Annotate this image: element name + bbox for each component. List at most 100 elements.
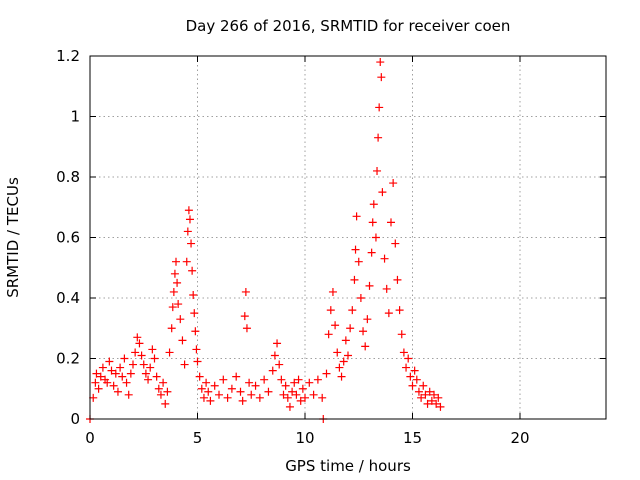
data-point	[139, 360, 148, 369]
data-point	[378, 188, 387, 197]
data-point	[178, 336, 187, 345]
data-point	[105, 357, 114, 366]
data-point	[339, 357, 348, 366]
data-point	[245, 378, 254, 387]
data-point	[260, 375, 269, 384]
data-point	[361, 342, 370, 351]
data-point	[419, 381, 428, 390]
data-point	[421, 390, 430, 399]
data-point	[238, 396, 247, 405]
data-point	[168, 303, 177, 312]
data-point	[180, 360, 189, 369]
data-point	[169, 287, 178, 296]
data-point	[210, 381, 219, 390]
data-point	[183, 227, 192, 236]
data-point	[292, 390, 301, 399]
data-point	[277, 375, 286, 384]
data-point	[152, 372, 161, 381]
data-point	[377, 73, 386, 82]
data-point	[197, 384, 206, 393]
x-axis-label: GPS time / hours	[285, 457, 411, 475]
y-tick-labels: 0 0.2 0.4 0.6 0.8 1 1.2	[56, 47, 80, 428]
data-point	[410, 366, 419, 375]
data-point	[430, 390, 438, 399]
data-point	[204, 387, 213, 396]
data-point	[387, 218, 395, 227]
data-point	[182, 257, 191, 266]
data-point	[103, 378, 112, 387]
data-point	[335, 363, 344, 372]
data-point	[167, 324, 176, 333]
data-point	[382, 284, 391, 293]
data-point	[375, 103, 384, 112]
data-point	[436, 402, 445, 411]
data-point	[298, 384, 307, 393]
x-tick-label: 15	[403, 429, 422, 447]
data-point	[275, 360, 284, 369]
data-point	[98, 363, 107, 372]
data-point	[94, 384, 103, 393]
data-point	[191, 327, 200, 336]
data-point	[279, 390, 288, 399]
data-point	[193, 357, 202, 366]
data-point	[150, 354, 159, 363]
data-point	[425, 387, 434, 396]
data-point	[219, 375, 228, 384]
data-point	[412, 375, 421, 384]
data-point	[118, 372, 127, 381]
y-tick-label: 0.8	[56, 168, 80, 186]
data-point	[423, 399, 432, 408]
y-tick-label: 0.4	[56, 289, 80, 307]
data-point	[199, 393, 208, 402]
data-point	[406, 372, 415, 381]
data-point	[296, 396, 305, 405]
data-point	[270, 351, 279, 360]
data-point	[294, 375, 303, 384]
data-point	[163, 387, 172, 396]
y-tick-label: 0.6	[56, 229, 80, 247]
data-point	[368, 218, 377, 227]
data-point	[374, 133, 383, 142]
data-point	[174, 300, 183, 309]
plot-frame	[89, 55, 607, 420]
data-point	[111, 369, 120, 378]
data-point	[129, 360, 137, 369]
data-point	[135, 339, 144, 348]
data-point	[301, 393, 309, 402]
gridlines	[90, 56, 606, 419]
data-point	[384, 309, 393, 318]
data-point	[146, 363, 155, 372]
data-point	[116, 363, 125, 372]
data-point	[192, 345, 201, 354]
data-point	[346, 324, 355, 333]
data-point	[273, 339, 282, 348]
x-tick-label: 20	[510, 429, 529, 447]
data-point	[350, 275, 359, 284]
data-point	[131, 348, 140, 357]
data-point	[393, 275, 402, 284]
data-point	[232, 372, 241, 381]
data-point	[376, 58, 385, 67]
y-tick-label: 0	[70, 410, 80, 428]
data-point	[255, 393, 264, 402]
data-point	[399, 348, 408, 357]
data-point	[109, 381, 118, 390]
data-point	[318, 393, 327, 402]
data-point	[391, 239, 400, 248]
data-point	[89, 393, 98, 402]
y-tick-label: 1	[70, 108, 80, 126]
data-point	[161, 399, 170, 408]
data-point	[309, 390, 318, 399]
data-point	[165, 348, 174, 357]
data-point	[141, 369, 150, 378]
data-point	[395, 306, 404, 315]
data-point	[333, 348, 342, 357]
data-point	[202, 378, 211, 387]
data-point	[107, 366, 116, 375]
data-point	[154, 384, 163, 393]
data-point	[240, 312, 249, 321]
chart-title: Day 266 of 2016, SRMTID for receiver coe…	[186, 17, 511, 35]
data-point	[432, 399, 441, 408]
data-point	[96, 372, 105, 381]
y-tick-label: 0.2	[56, 350, 80, 368]
